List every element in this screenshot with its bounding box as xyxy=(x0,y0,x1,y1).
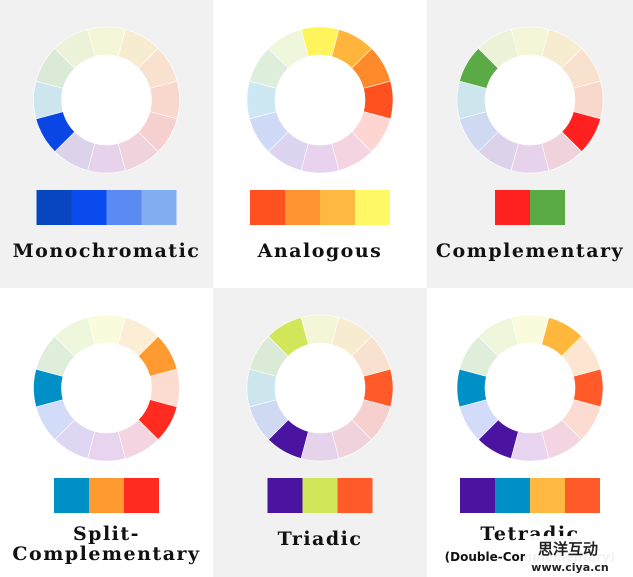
panel: Split-Complementary xyxy=(0,288,213,577)
swatch xyxy=(36,190,72,225)
panel: Tetradic(Double-Complementary) xyxy=(427,288,633,577)
swatch xyxy=(250,190,285,225)
watermark-background xyxy=(525,536,633,577)
swatch xyxy=(106,190,142,225)
swatch xyxy=(285,190,320,225)
harmony-title: Complementary xyxy=(12,543,200,565)
panel: Triadic xyxy=(213,288,427,577)
swatch xyxy=(71,190,107,225)
swatch xyxy=(124,478,159,513)
swatch xyxy=(565,478,600,513)
swatch xyxy=(89,478,124,513)
swatch xyxy=(54,478,89,513)
swatch xyxy=(320,190,355,225)
swatch xyxy=(460,478,495,513)
watermark-url: www.ciya.cn xyxy=(531,561,608,574)
wheel-center xyxy=(485,343,575,433)
wheel-center xyxy=(61,55,152,145)
harmony-title: Analogous xyxy=(257,240,383,262)
panel: Complementary xyxy=(427,0,633,288)
harmony-title: Complementary xyxy=(436,240,624,262)
swatch xyxy=(495,190,530,225)
swatch xyxy=(302,478,338,513)
swatch xyxy=(530,190,565,225)
wheel-center xyxy=(61,343,152,433)
panel: Analogous xyxy=(213,0,427,288)
wheel-center xyxy=(485,55,575,145)
watermark-name: 思洋互动 xyxy=(538,540,598,558)
watermark: 思洋互动 www.ciya.cn xyxy=(525,536,633,577)
swatch xyxy=(495,478,530,513)
swatch xyxy=(141,190,177,225)
harmony-title: Monochromatic xyxy=(13,240,201,262)
swatch xyxy=(355,190,390,225)
harmony-title: Triadic xyxy=(278,528,363,550)
panel: Monochromatic xyxy=(0,0,213,288)
wheel-center xyxy=(275,55,365,145)
wheel-center xyxy=(275,343,365,433)
swatch xyxy=(530,478,565,513)
swatch xyxy=(267,478,303,513)
harmony-title: Split- xyxy=(73,523,140,545)
swatch xyxy=(337,478,373,513)
